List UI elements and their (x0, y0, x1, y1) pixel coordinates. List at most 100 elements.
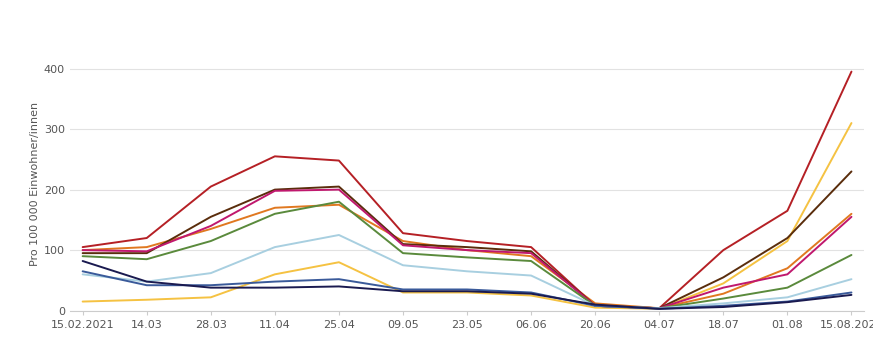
0–9 (205, 295, 216, 299)
20–29 (718, 248, 729, 252)
30–39 (462, 245, 472, 249)
0–9 (526, 293, 536, 298)
80+ (398, 289, 409, 293)
20–29 (654, 306, 664, 310)
40–49 (718, 286, 729, 290)
30–39 (782, 236, 793, 240)
50–59 (270, 212, 280, 216)
10–19 (718, 292, 729, 296)
80+ (782, 300, 793, 304)
Line: 20–29: 20–29 (83, 72, 851, 308)
Line: 0–9: 0–9 (83, 123, 851, 309)
50–59 (654, 306, 664, 310)
60–69 (590, 304, 601, 308)
20–29 (462, 239, 472, 243)
60–69 (270, 245, 280, 249)
30–39 (78, 251, 88, 255)
80+ (78, 259, 88, 263)
70–79 (654, 307, 664, 311)
80+ (654, 307, 664, 311)
70–79 (398, 287, 409, 292)
40–49 (782, 272, 793, 276)
30–39 (590, 304, 601, 308)
10–19 (590, 301, 601, 305)
40–49 (141, 249, 152, 253)
50–59 (718, 297, 729, 301)
70–79 (462, 287, 472, 292)
30–39 (205, 215, 216, 219)
20–29 (846, 70, 856, 74)
Line: 60–69: 60–69 (83, 235, 851, 308)
0–9 (141, 298, 152, 302)
80+ (462, 289, 472, 293)
20–29 (78, 245, 88, 249)
30–39 (270, 187, 280, 192)
0–9 (270, 272, 280, 276)
20–29 (141, 236, 152, 240)
20–29 (270, 154, 280, 158)
60–69 (141, 280, 152, 284)
70–79 (846, 291, 856, 295)
80+ (205, 286, 216, 290)
0–9 (718, 281, 729, 286)
10–19 (782, 266, 793, 270)
0–9 (590, 305, 601, 310)
30–39 (718, 275, 729, 280)
60–69 (846, 277, 856, 281)
60–69 (78, 272, 88, 276)
70–79 (78, 269, 88, 274)
40–49 (205, 224, 216, 228)
0–9 (333, 260, 344, 264)
30–39 (526, 249, 536, 253)
30–39 (333, 185, 344, 189)
Line: 70–79: 70–79 (83, 271, 851, 309)
0–9 (846, 121, 856, 125)
0–9 (462, 291, 472, 295)
50–59 (205, 239, 216, 243)
Line: 80+: 80+ (83, 261, 851, 309)
Line: 50–59: 50–59 (83, 202, 851, 308)
70–79 (590, 304, 601, 308)
50–59 (141, 257, 152, 261)
40–49 (78, 248, 88, 252)
50–59 (333, 199, 344, 204)
80+ (718, 305, 729, 309)
20–29 (590, 304, 601, 308)
0–9 (78, 299, 88, 304)
40–49 (654, 306, 664, 310)
10–19 (398, 239, 409, 243)
30–39 (141, 251, 152, 255)
70–79 (141, 283, 152, 287)
80+ (846, 293, 856, 297)
50–59 (462, 255, 472, 259)
60–69 (398, 263, 409, 267)
70–79 (526, 291, 536, 295)
30–39 (398, 242, 409, 246)
10–19 (846, 212, 856, 216)
70–79 (205, 283, 216, 287)
40–49 (590, 304, 601, 308)
10–19 (78, 248, 88, 252)
10–19 (205, 227, 216, 231)
60–69 (333, 233, 344, 237)
0–9 (654, 307, 664, 311)
20–29 (205, 185, 216, 189)
10–19 (141, 245, 152, 249)
40–49 (398, 243, 409, 247)
80+ (526, 292, 536, 296)
40–49 (526, 251, 536, 255)
Legend: 0–9, 10–19, 20–29, 30–39, 40–49, 50–59, 60–69, 70–79, 80+: 0–9, 10–19, 20–29, 30–39, 40–49, 50–59, … (288, 0, 741, 1)
0–9 (782, 239, 793, 243)
20–29 (782, 209, 793, 213)
60–69 (205, 271, 216, 275)
40–49 (462, 248, 472, 252)
50–59 (846, 253, 856, 257)
60–69 (462, 269, 472, 274)
70–79 (270, 280, 280, 284)
10–19 (654, 306, 664, 310)
20–29 (526, 245, 536, 249)
50–59 (526, 259, 536, 263)
10–19 (333, 203, 344, 207)
80+ (141, 280, 152, 284)
10–19 (462, 248, 472, 252)
